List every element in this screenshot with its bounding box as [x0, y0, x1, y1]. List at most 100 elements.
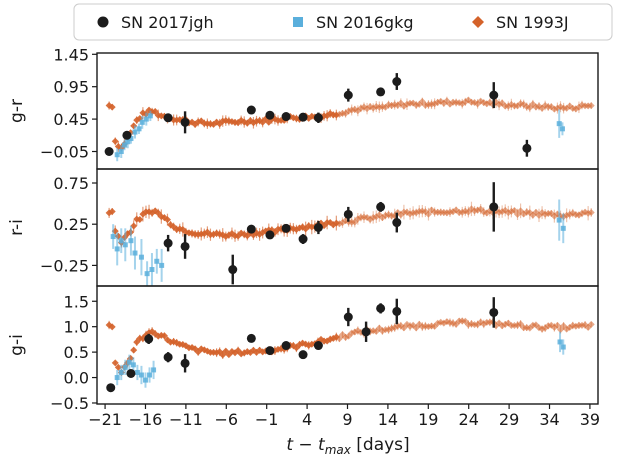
x-tick-label: 9	[342, 410, 352, 429]
legend-label-0: SN 2017jgh	[121, 13, 214, 32]
panel-plot-area	[104, 73, 595, 162]
sn2016gkg-point	[118, 238, 124, 244]
sn2016gkg-point	[560, 344, 566, 350]
series-sn2016gkg	[114, 331, 566, 388]
sn2017jgh-point	[313, 341, 323, 351]
sn1993j-point	[130, 346, 138, 354]
sn2017jgh-point	[265, 346, 275, 356]
x-axis-label-sub: max	[325, 443, 352, 457]
x-axis-label: t − tmax [days]	[286, 435, 409, 457]
sn2016gkg-point	[122, 242, 128, 248]
sn2016gkg-point	[114, 375, 120, 381]
sn2017jgh-point	[343, 90, 353, 100]
sn1993j-point	[130, 122, 138, 130]
panel-frame	[96, 285, 599, 405]
sn1993j-point	[111, 359, 119, 367]
sn2017jgh-point	[281, 223, 291, 233]
sn2017jgh-point	[144, 334, 154, 344]
y-tick-label: −0.5	[50, 394, 89, 413]
sn2017jgh-point	[313, 113, 323, 123]
y-tick-label: 0.5	[64, 343, 89, 362]
sn1993j-point	[136, 216, 144, 224]
sn2017jgh-point	[265, 110, 275, 120]
sn2016gkg-point	[132, 250, 138, 256]
sn2016gkg-point	[132, 129, 138, 135]
sn2017jgh-point	[180, 358, 190, 368]
sn2016gkg-point	[138, 372, 144, 378]
sn2016gkg-point	[151, 367, 157, 373]
sn2016gkg-point	[128, 238, 134, 244]
sn1993j-point	[108, 323, 116, 331]
sn2017jgh-point	[106, 383, 116, 393]
sn2016gkg-point	[556, 217, 562, 223]
y-tick-label: 1.45	[53, 45, 89, 64]
series-sn1993j	[105, 96, 595, 152]
sn2017jgh-point	[126, 368, 136, 378]
sn2016gkg-point	[128, 136, 134, 142]
sn2017jgh-point	[298, 234, 308, 244]
y-tick-label: 0.25	[53, 215, 89, 234]
sn2016gkg-point	[556, 121, 562, 127]
sn2016gkg-point	[136, 126, 142, 132]
sn2016gkg-point	[147, 113, 153, 119]
sn2017jgh-point	[376, 303, 386, 313]
sn2016gkg-point	[560, 225, 566, 231]
sn1993j-point	[114, 363, 122, 371]
sn1993j-point	[587, 208, 595, 216]
sn2017jgh-point	[489, 202, 499, 212]
panel-plot-area	[105, 297, 595, 393]
x-tick-label: −11	[169, 410, 203, 429]
sn2017jgh-point	[180, 117, 190, 127]
sn1993j-point	[480, 320, 488, 328]
sn2017jgh-point	[246, 224, 256, 234]
x-tick-label: 39	[580, 410, 600, 429]
sn2017jgh-point	[265, 230, 275, 240]
series-sn2017jgh	[163, 182, 499, 285]
sn2017jgh-point	[180, 241, 190, 251]
sn2017jgh-point	[392, 306, 402, 316]
x-tick-label: 19	[418, 410, 438, 429]
y-tick-label: 0.0	[64, 369, 89, 388]
sn2016gkg-point	[118, 369, 124, 375]
series-sn2017jgh	[106, 297, 499, 393]
sn2016gkg-point	[149, 267, 155, 273]
sn2017jgh-point	[392, 77, 402, 87]
sn2016gkg-point	[159, 262, 165, 268]
sn2016gkg-point	[114, 246, 120, 252]
x-axis-label-main: t − t	[286, 435, 326, 455]
x-tick-label: 29	[499, 410, 519, 429]
panel-r-i: 0.75 0.25 −0.25 r-i	[7, 168, 599, 287]
sn2017jgh-point	[281, 341, 291, 351]
sn2017jgh-point	[392, 218, 402, 228]
sn2017jgh-point	[163, 113, 173, 123]
sn1993j-point	[108, 103, 116, 111]
legend-marker-2	[472, 16, 484, 28]
sn2016gkg-point	[557, 339, 563, 345]
x-tick-label: −1	[255, 410, 279, 429]
sn2017jgh-point	[281, 112, 291, 122]
sn2017jgh-point	[376, 202, 386, 212]
sn2016gkg-point	[143, 116, 149, 122]
sn2016gkg-point	[126, 359, 132, 365]
y-axis-label: r-i	[7, 219, 27, 236]
sn1993j-point	[424, 210, 432, 218]
panel-g-i: 1.5 1.0 0.5 0.0 −0.5 g-i	[7, 285, 599, 413]
sn2017jgh-point	[343, 209, 353, 219]
sn2016gkg-point	[154, 258, 160, 264]
sn2017jgh-point	[298, 112, 308, 122]
sn1993j-point	[163, 216, 171, 224]
panel-plot-area	[105, 182, 595, 286]
sn2017jgh-point	[228, 265, 238, 275]
legend-label-2: SN 1993J	[496, 13, 569, 32]
x-axis-label-unit: [days]	[351, 435, 410, 455]
sn2017jgh-point	[246, 105, 256, 115]
panel-g-r: 1.45 0.95 0.45 −0.05 g-r	[7, 45, 599, 170]
y-axis-label: g-r	[7, 99, 27, 123]
legend-label-1: SN 2016gkg	[316, 13, 414, 32]
x-tick-label: 34	[539, 410, 559, 429]
legend: SN 2017jgh SN 2016gkg SN 1993J	[73, 3, 613, 41]
sn2016gkg-point	[559, 126, 565, 132]
series-sn2016gkg	[110, 199, 566, 286]
sn2017jgh-point	[313, 223, 323, 232]
